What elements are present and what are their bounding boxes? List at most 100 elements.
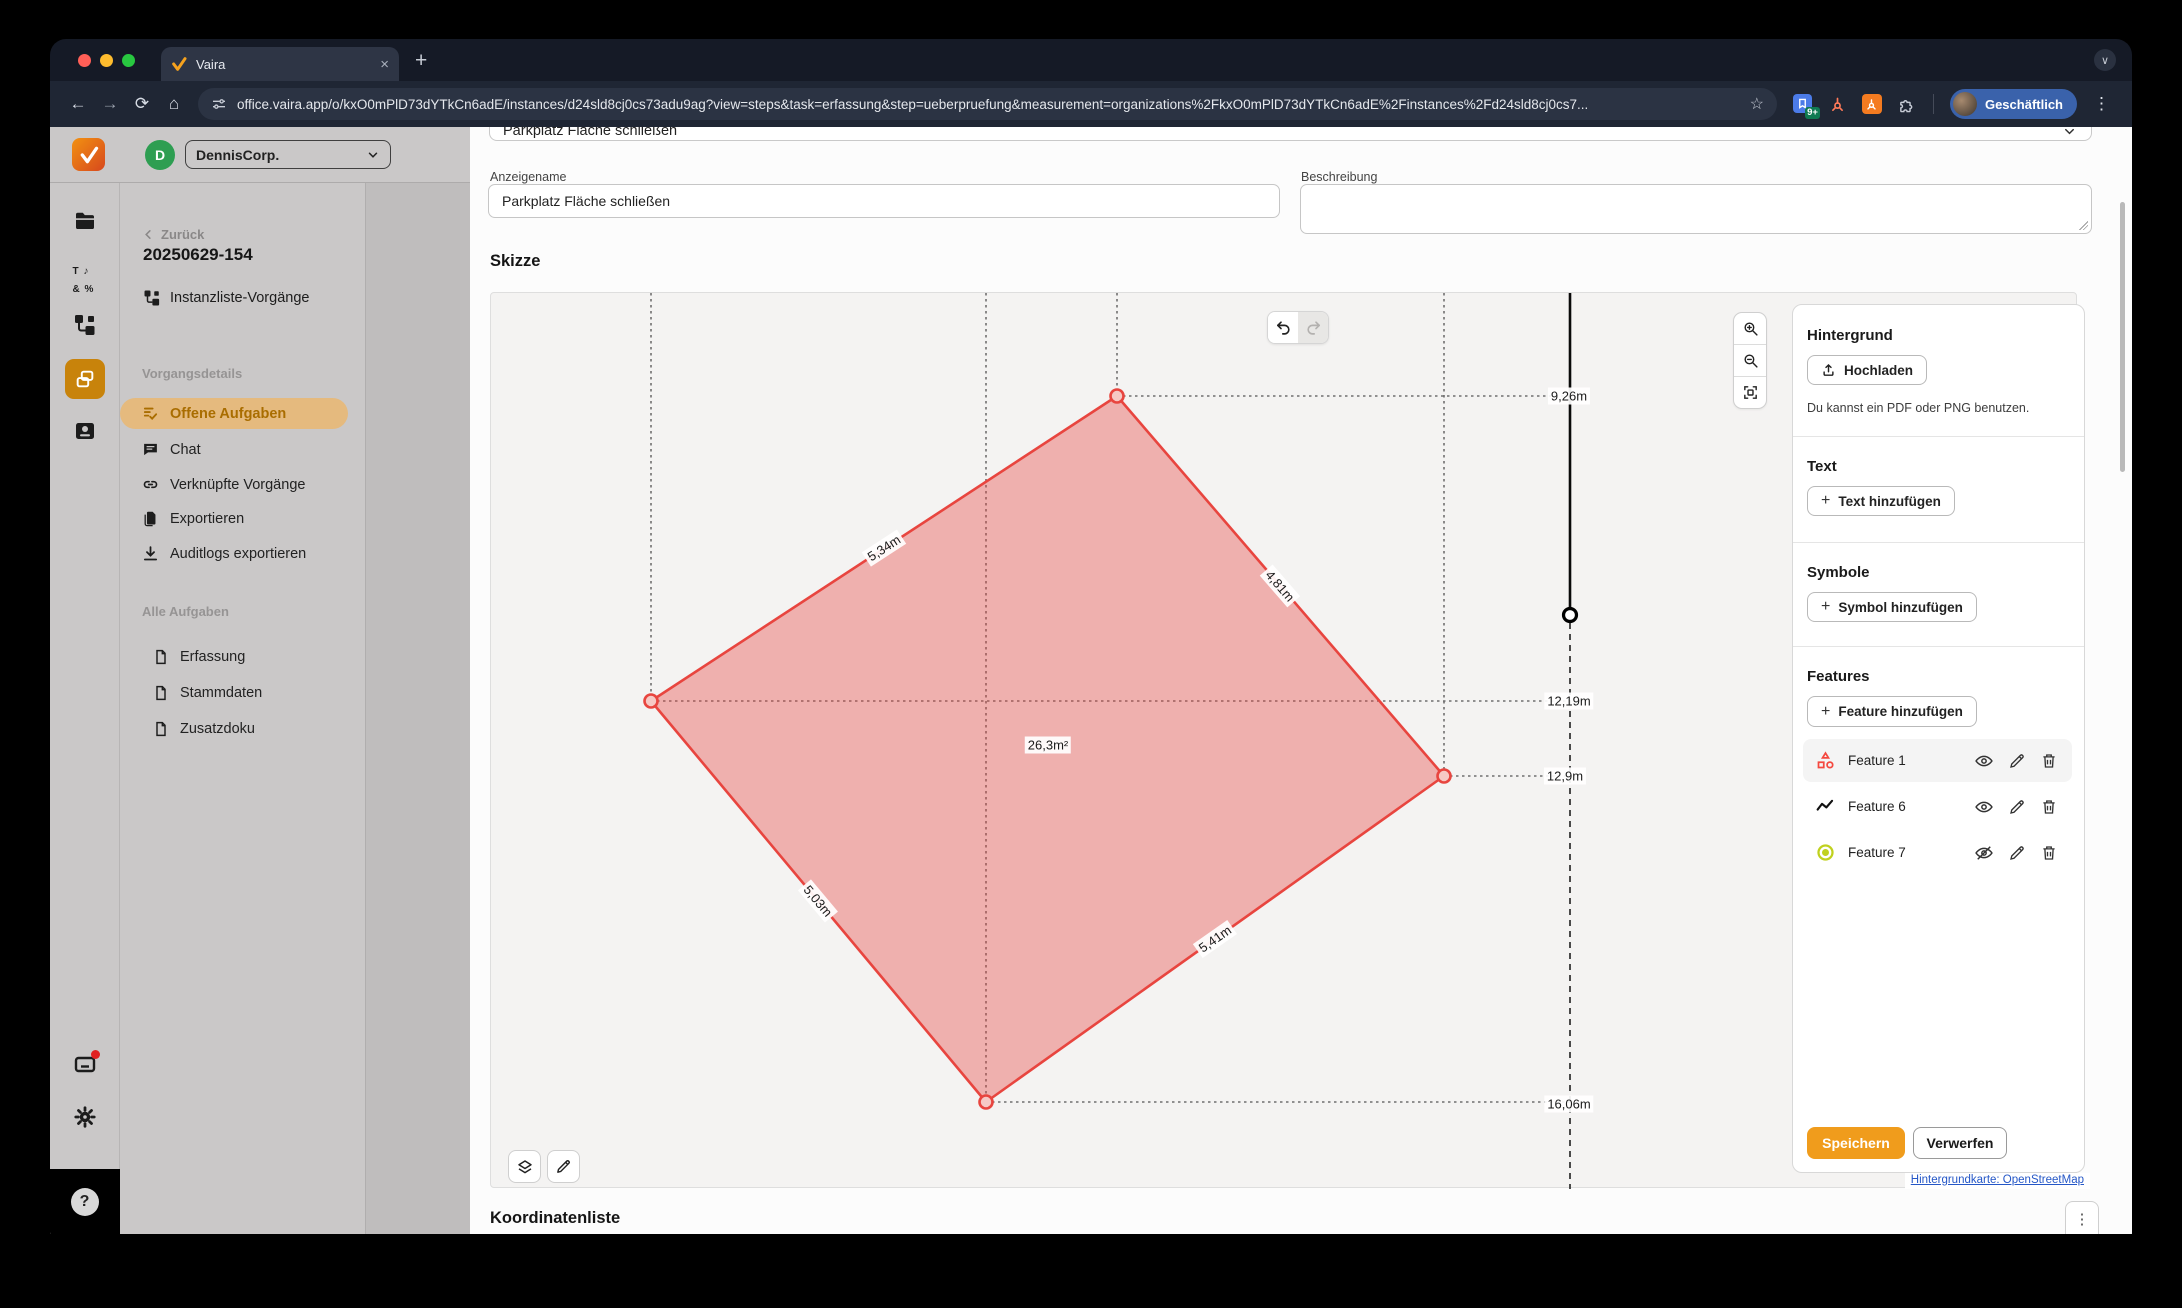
content-scrollbar[interactable] <box>2120 202 2125 472</box>
sidebar-item-workflows[interactable] <box>73 313 97 337</box>
gear-icon <box>73 1106 96 1128</box>
download-icon <box>143 546 158 561</box>
nav-item-stammdaten[interactable]: Stammdaten <box>120 677 348 708</box>
panel-divider <box>1793 542 2084 543</box>
layers-button[interactable] <box>508 1150 541 1183</box>
reload-button[interactable]: ⟳ <box>134 94 150 113</box>
notification-dot <box>90 1050 100 1059</box>
instances-list-link[interactable]: Instanzliste-Vorgänge <box>143 289 309 307</box>
trash-icon[interactable] <box>2040 752 2058 770</box>
hubspot-extension-icon[interactable] <box>1829 96 1846 113</box>
background-section-title: Hintergrund <box>1807 327 1893 344</box>
redo-button[interactable] <box>1298 312 1328 343</box>
add-symbol-button[interactable]: Symbol hinzufügen <box>1807 592 1977 622</box>
map-attribution: Hintergrundkarte: OpenStreetMap <box>1904 1173 2090 1189</box>
collapsed-panel <box>365 183 472 1234</box>
tab-title: Vaira <box>196 56 226 72</box>
zoom-in-button[interactable] <box>1734 313 1766 345</box>
undo-redo-group <box>1267 311 1329 344</box>
extensions-puzzle-icon[interactable] <box>1898 96 1915 113</box>
profile-avatar <box>1952 92 1977 116</box>
tab-vaira[interactable]: Vaira × <box>161 47 399 81</box>
nav-item-erfassung[interactable]: Erfassung <box>120 641 348 672</box>
feature-row[interactable]: Feature 7 <box>1803 831 2072 874</box>
profile-name: Geschäftlich <box>1984 96 2063 112</box>
save-button[interactable]: Speichern <box>1807 1127 1905 1159</box>
draw-button[interactable] <box>547 1150 580 1183</box>
back-link[interactable]: Zurück <box>143 227 204 242</box>
link-icon <box>143 480 158 489</box>
nav-item-zusatzdoku[interactable]: Zusatzdoku <box>120 713 348 744</box>
address-bar[interactable]: office.vaira.app/o/kxO0mPlD73dYTkCn6adE/… <box>198 88 1777 120</box>
minimize-window-button[interactable] <box>100 53 113 67</box>
discard-button[interactable]: Verwerfen <box>1913 1127 2007 1159</box>
add-text-button[interactable]: Text hinzufügen <box>1807 486 1955 516</box>
org-avatar[interactable]: D <box>145 140 175 170</box>
home-button[interactable]: ⌂ <box>168 94 180 113</box>
add-symbol-label: Symbol hinzufügen <box>1838 599 1963 615</box>
edit-icon[interactable] <box>2008 844 2026 862</box>
eye-off-icon[interactable] <box>1974 843 1994 863</box>
help-icon[interactable]: ? <box>70 1187 99 1216</box>
tab-search-icon[interactable]: ∨ <box>2094 49 2116 71</box>
maximize-window-button[interactable] <box>122 53 135 67</box>
browser-menu-icon[interactable]: ⋮ <box>2093 94 2110 113</box>
measurement-type-select[interactable]: Parkplatz Fläche schließen <box>489 127 2092 141</box>
upload-hint: Du kannst ein PDF oder PNG benutzen. <box>1807 401 2030 415</box>
nav-item-chat[interactable]: Chat <box>120 434 348 465</box>
nav-item-verknuepfte-vorgaenge[interactable]: Verknüpfte Vorgänge <box>120 469 348 500</box>
profile-chip[interactable]: Geschäftlich <box>1949 89 2077 119</box>
site-settings-icon[interactable] <box>211 96 227 112</box>
browser-tab-strip: Vaira × + ∨ <box>50 39 2132 81</box>
trash-icon[interactable] <box>2040 798 2058 816</box>
close-window-button[interactable] <box>78 53 91 67</box>
header-divider <box>50 182 470 183</box>
zoom-out-button[interactable] <box>1734 345 1766 377</box>
description-textarea[interactable] <box>1300 184 2092 234</box>
nav-item-offene-aufgaben[interactable]: Offene Aufgaben <box>120 398 348 429</box>
upload-background-button[interactable]: Hochladen <box>1807 355 1928 385</box>
edit-icon[interactable] <box>2008 798 2026 816</box>
extension-reading-list[interactable]: 9+ <box>1792 94 1820 119</box>
chevron-down-icon <box>368 151 378 158</box>
nav-item-exportieren[interactable]: Exportieren <box>120 503 348 534</box>
sidebar-item-projects[interactable] <box>73 209 97 233</box>
hubspot-orange-extension-icon[interactable] <box>1861 94 1882 114</box>
sidebar-item-screenshare[interactable] <box>73 1050 100 1077</box>
fit-view-button[interactable] <box>1734 377 1766 408</box>
bookmark-star-icon[interactable]: ☆ <box>1749 96 1764 113</box>
org-dropdown[interactable]: DennisCorp. <box>185 140 391 169</box>
edit-icon[interactable] <box>2008 752 2026 770</box>
add-feature-button[interactable]: Feature hinzufügen <box>1807 696 1977 727</box>
trash-icon[interactable] <box>2040 844 2058 862</box>
vaira-logo-icon[interactable] <box>72 138 105 171</box>
feature-row[interactable]: Feature 1 <box>1803 739 2072 782</box>
osm-link[interactable]: Hintergrundkarte: OpenStreetMap <box>1910 1174 2084 1186</box>
eye-icon[interactable] <box>1974 751 1994 771</box>
back-button[interactable]: ← <box>69 94 87 113</box>
layered-windows-icon <box>76 370 93 388</box>
window-controls[interactable] <box>78 53 135 67</box>
sidebar-item-instances-active[interactable] <box>64 359 105 399</box>
sidebar-item-contacts[interactable] <box>73 419 97 443</box>
nav-item-auditlogs[interactable]: Auditlogs exportieren <box>120 538 348 569</box>
section-alle-aufgaben: Alle Aufgaben <box>142 604 229 619</box>
new-tab-button[interactable]: + <box>415 48 428 72</box>
sidebar-item-settings[interactable] <box>73 1105 97 1129</box>
forward-button[interactable]: → <box>101 94 119 113</box>
document-icon <box>156 649 166 664</box>
description-field-label: Beschreibung <box>1301 170 1378 184</box>
panel-divider <box>1793 646 2084 647</box>
values-icon: T ♪ & % <box>72 266 95 295</box>
tab-close-icon[interactable]: × <box>380 55 389 73</box>
name-input[interactable]: Parkplatz Fläche schließen <box>488 184 1280 218</box>
coordinates-menu-button[interactable]: ⋮ <box>2065 1201 2099 1234</box>
feature-label: Feature 1 <box>1848 753 1906 768</box>
fit-view-icon <box>1743 386 1757 399</box>
undo-button[interactable] <box>1268 312 1298 343</box>
feature-row[interactable]: Feature 6 <box>1803 785 2072 828</box>
canvas-zoom-controls <box>1733 312 1767 409</box>
eye-icon[interactable] <box>1974 797 1994 817</box>
toolbar-divider <box>1932 94 1934 114</box>
sidebar-item-values[interactable]: T ♪ & % <box>73 261 97 295</box>
